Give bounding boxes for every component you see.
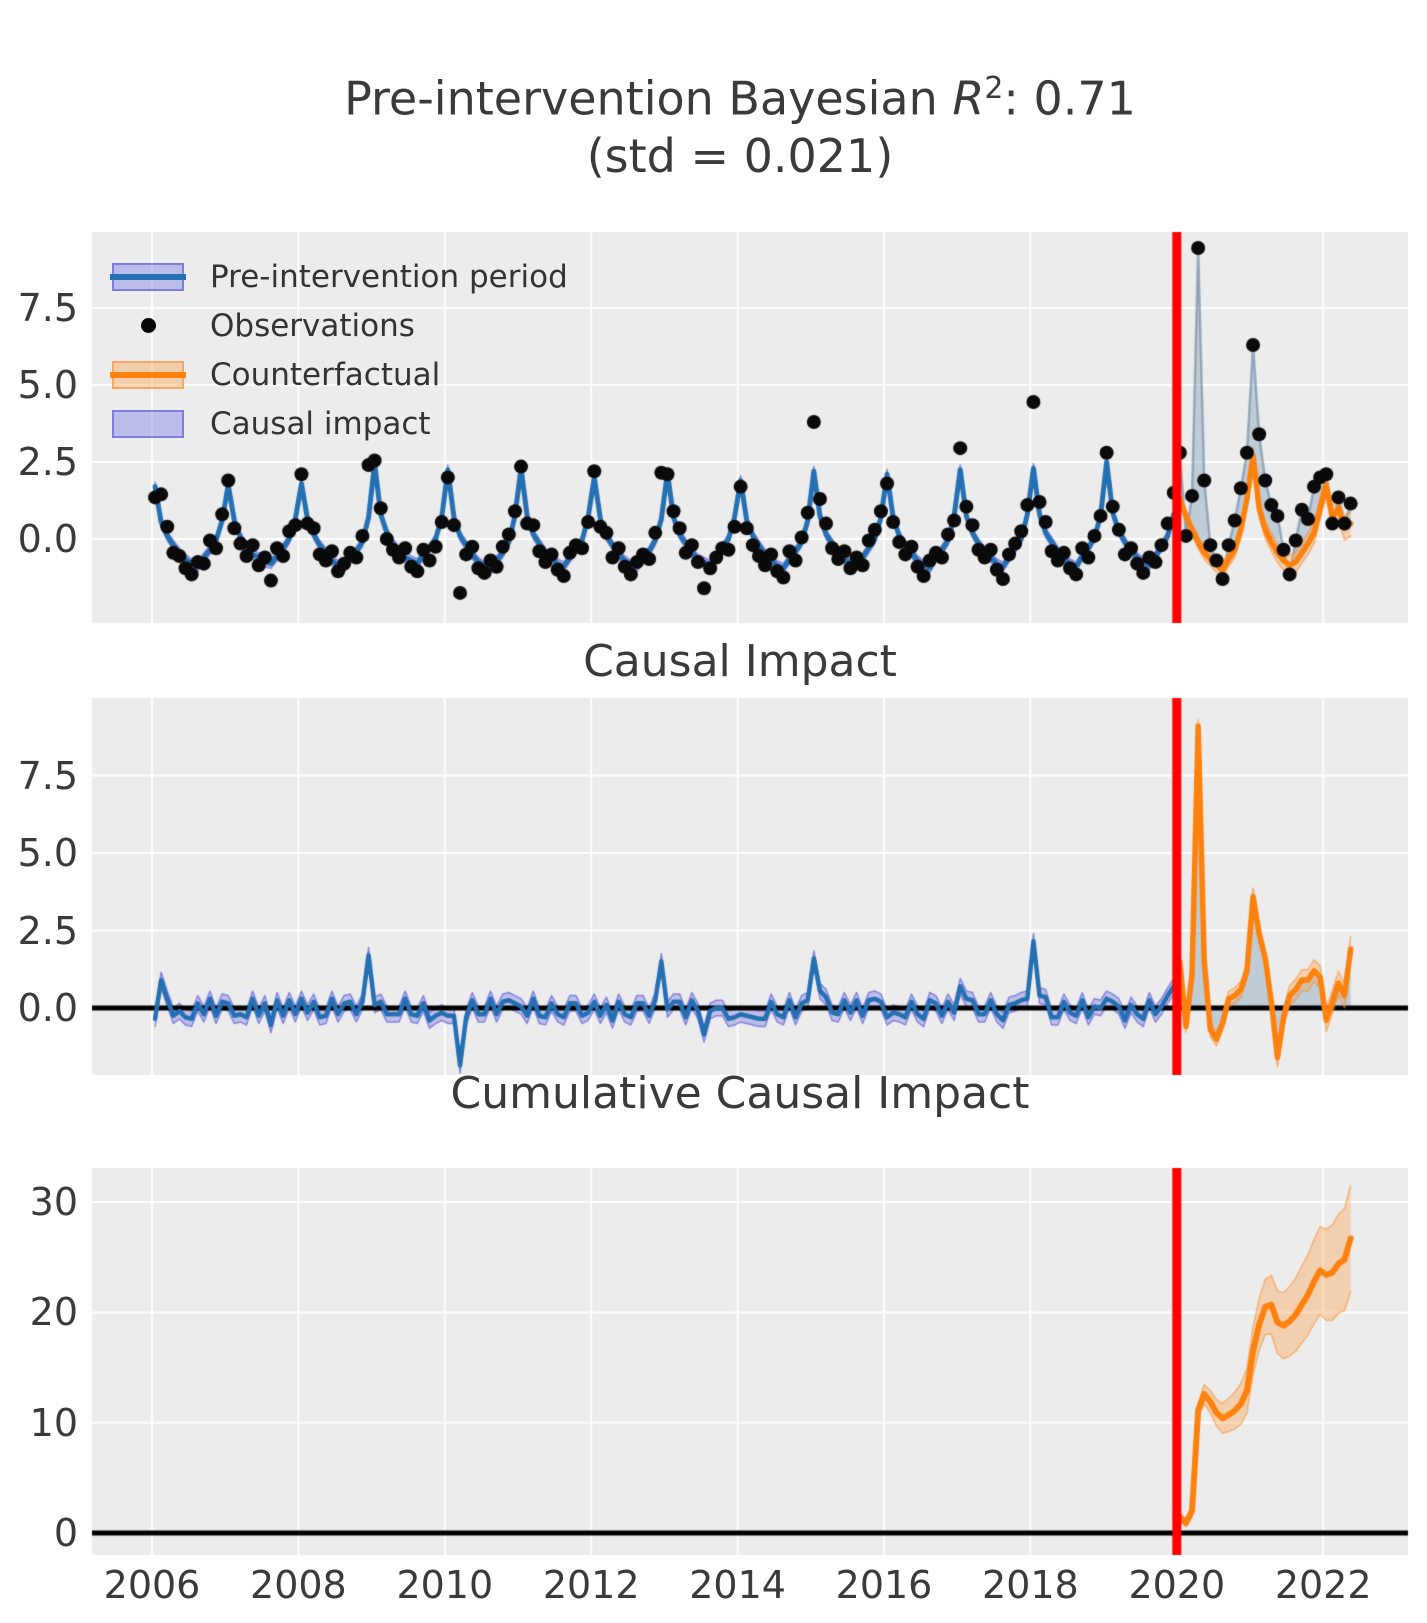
legend-label: Counterfactual — [210, 356, 441, 393]
legend-item-causal-impact: Causal impact — [112, 399, 632, 448]
y-tick-label: 7.5 — [17, 286, 78, 330]
legend-label: Pre-intervention period — [210, 258, 568, 295]
x-tick-label: 2016 — [835, 1563, 933, 1607]
x-tick-label: 2022 — [1274, 1563, 1372, 1607]
y-tick-label: 2.5 — [17, 440, 78, 484]
figure-title-line2: (std = 0.021) — [586, 129, 894, 184]
x-tick-label: 2018 — [982, 1563, 1079, 1607]
x-tick-label: 2020 — [1128, 1563, 1226, 1607]
legend-item-counterfactual: Counterfactual — [110, 350, 632, 399]
x-tick-label: 2006 — [103, 1563, 201, 1607]
y-tick-label: 0 — [53, 1511, 78, 1555]
y-tick-label: 30 — [29, 1180, 78, 1225]
counterfactual-band-line-icon — [110, 360, 186, 389]
cumulative-panel-title: Cumulative Causal Impact — [450, 1068, 1030, 1119]
y-tick-label: 5.0 — [17, 831, 78, 875]
impact-panel-title: Causal Impact — [583, 636, 897, 687]
x-tick-label: 2010 — [396, 1563, 494, 1607]
y-tick-label: 0.0 — [17, 986, 78, 1030]
y-tick-label: 2.5 — [17, 908, 78, 953]
legend-item-observations: Observations — [112, 301, 632, 350]
y-tick-label: 0.0 — [17, 517, 78, 561]
causal-impact-patch-icon — [112, 409, 184, 438]
y-tick-label: 10 — [29, 1400, 78, 1445]
x-tick-label: 2008 — [250, 1563, 347, 1607]
legend: Pre-intervention period Observations Cou… — [110, 252, 632, 448]
pre-intervention-band-line-icon — [110, 262, 186, 291]
legend-item-pre-intervention: Pre-intervention period — [110, 252, 632, 301]
y-tick-label: 20 — [29, 1290, 78, 1335]
x-tick-label: 2014 — [689, 1563, 786, 1607]
figure-title: Pre-intervention Bayesian R2: 0.71 (std … — [92, 60, 1388, 185]
y-tick-label: 7.5 — [17, 753, 78, 798]
x-tick-label: 2012 — [542, 1563, 640, 1607]
y-tick-label: 5.0 — [17, 363, 78, 407]
legend-label: Observations — [210, 307, 415, 344]
legend-label: Causal impact — [210, 405, 431, 442]
observations-dot-icon — [112, 312, 184, 340]
figure-title-line1: Pre-intervention Bayesian R2: 0.71 — [344, 71, 1136, 126]
